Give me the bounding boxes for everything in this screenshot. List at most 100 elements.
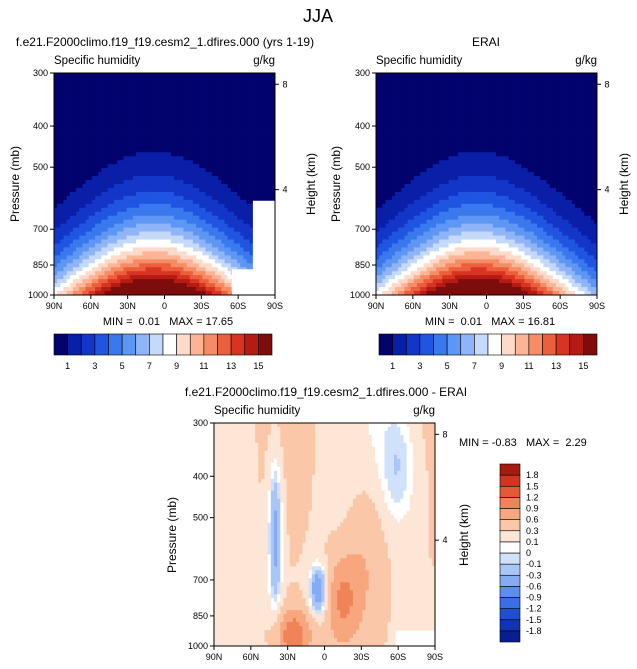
- field-cell: [66, 116, 71, 122]
- field-cell: [110, 88, 115, 94]
- field-cell: [461, 124, 465, 130]
- field-cell: [63, 180, 68, 185]
- field-cell: [85, 235, 90, 241]
- field-cell: [199, 219, 203, 225]
- field-cell: [410, 88, 415, 94]
- field-cell: [129, 223, 134, 229]
- field-cell: [205, 80, 210, 86]
- field-cell: [117, 76, 121, 82]
- field-cell: [537, 96, 541, 102]
- field-cell: [148, 184, 153, 189]
- field-cell: [211, 251, 216, 256]
- field-cell: [177, 172, 181, 177]
- field-cell: [208, 219, 213, 225]
- field-cell: [98, 144, 102, 149]
- field-cell: [63, 164, 68, 169]
- field-cell: [208, 180, 213, 185]
- field-cell: [224, 187, 229, 193]
- field-cell: [136, 116, 140, 122]
- field-cell: [240, 247, 245, 252]
- field-cell: [268, 168, 273, 173]
- field-cell: [88, 164, 93, 169]
- field-cell: [186, 247, 191, 252]
- field-cell: [192, 271, 197, 276]
- field-cell: [584, 73, 589, 78]
- field-cell: [180, 195, 185, 201]
- field-cell: [173, 275, 178, 280]
- field-cell: [98, 195, 102, 201]
- field-cell: [426, 112, 431, 118]
- field-cell: [262, 172, 267, 177]
- field-cell: [104, 180, 109, 185]
- field-cell: [252, 100, 257, 106]
- field-cell: [79, 195, 84, 201]
- field-cell: [161, 259, 166, 264]
- field-cell: [107, 73, 112, 78]
- field-cell: [205, 283, 210, 288]
- field-cell: [205, 168, 210, 173]
- field-cell: [132, 211, 137, 217]
- field-cell: [148, 187, 153, 193]
- field-cell: [514, 100, 519, 106]
- field-cell: [215, 76, 219, 82]
- field-cell: [142, 259, 147, 264]
- field-cell: [186, 160, 191, 165]
- field-cell: [126, 136, 131, 141]
- field-cell: [508, 112, 513, 118]
- field-cell: [54, 275, 58, 280]
- field-cell: [240, 152, 245, 157]
- field-cell: [66, 195, 71, 201]
- field-cell: [215, 92, 219, 98]
- field-cell: [423, 100, 428, 106]
- field-cell: [208, 227, 213, 233]
- field-cell: [177, 239, 181, 245]
- field-cell: [562, 92, 567, 98]
- field-cell: [101, 152, 106, 157]
- field-cell: [145, 215, 150, 221]
- field-cell: [63, 191, 68, 197]
- field-cell: [54, 235, 58, 241]
- field-cell: [148, 116, 153, 122]
- field-cell: [268, 148, 273, 153]
- field-cell: [524, 88, 529, 94]
- field-cell: [537, 124, 541, 130]
- field-cell: [107, 223, 112, 229]
- field-cell: [60, 283, 65, 288]
- field-cell: [192, 259, 197, 264]
- field-cell: [246, 203, 251, 209]
- field-cell: [54, 263, 58, 268]
- field-cell: [202, 124, 207, 130]
- field-cell: [549, 92, 554, 98]
- field-cell: [110, 116, 115, 122]
- field-cell: [208, 148, 213, 153]
- field-cell: [385, 88, 390, 94]
- field-cell: [218, 136, 222, 141]
- field-cell: [151, 84, 156, 90]
- field-cell: [473, 112, 478, 118]
- field-cell: [199, 73, 203, 78]
- field-cell: [233, 104, 238, 110]
- field-cell: [562, 124, 567, 130]
- field-cell: [202, 88, 207, 94]
- field-cell: [240, 203, 245, 209]
- field-cell: [91, 80, 96, 86]
- field-cell: [584, 92, 589, 98]
- field-cell: [505, 104, 510, 110]
- field-cell: [237, 203, 241, 209]
- field-cell: [60, 132, 65, 138]
- field-cell: [240, 116, 245, 122]
- field-cell: [530, 76, 535, 82]
- field-cell: [237, 80, 241, 86]
- field-cell: [126, 128, 131, 134]
- field-cell: [155, 279, 159, 284]
- field-cell: [72, 168, 77, 173]
- field-cell: [167, 199, 172, 205]
- field-cell: [385, 100, 390, 106]
- field-cell: [271, 156, 275, 161]
- field-cell: [426, 76, 431, 82]
- field-cell: [215, 176, 219, 181]
- field-cell: [132, 255, 137, 260]
- field-cell: [252, 88, 257, 94]
- field-cell: [215, 199, 219, 205]
- field-cell: [240, 104, 245, 110]
